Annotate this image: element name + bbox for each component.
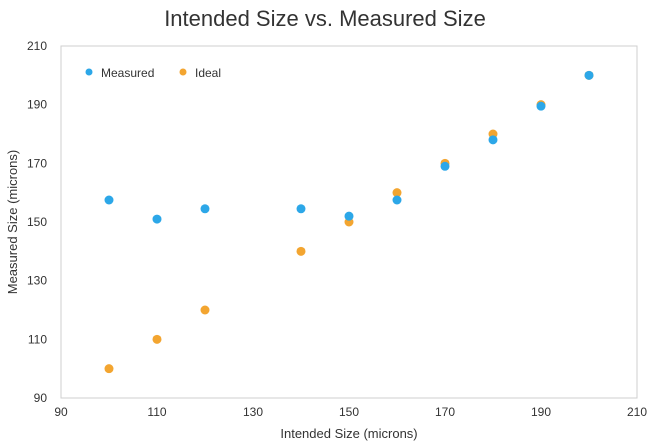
data-points [104, 70, 594, 374]
measured-point [296, 204, 306, 214]
y-tick-label: 210 [27, 39, 47, 53]
y-tick-label: 190 [27, 98, 47, 112]
x-tick-label: 190 [531, 405, 551, 419]
x-tick-label: 90 [54, 405, 68, 419]
x-tick-label: 170 [435, 405, 455, 419]
plot-frame [60, 45, 638, 399]
measured-point [392, 195, 402, 205]
legend-label-ideal: Ideal [195, 66, 221, 80]
y-axis-label: Measured Size (microns) [5, 150, 20, 295]
ideal-point [200, 305, 210, 315]
measured-point [104, 195, 114, 205]
y-tick-label: 170 [27, 156, 47, 170]
measured-point [440, 161, 450, 171]
y-tick-label: 110 [28, 332, 47, 346]
x-tick-label: 110 [147, 405, 166, 419]
measured-point [584, 70, 594, 80]
ideal-point [392, 188, 402, 198]
measured-point [536, 101, 546, 111]
y-tick-label: 90 [34, 391, 48, 405]
ideal-point [152, 334, 162, 344]
chart-title: Intended Size vs. Measured Size [164, 6, 486, 31]
measured-point [344, 211, 354, 221]
measured-point [488, 135, 498, 145]
y-axis-ticks: 90 110 130 150 170 190 210 [27, 39, 47, 405]
ideal-point [104, 364, 114, 374]
ideal-point [296, 246, 306, 256]
y-tick-label: 130 [27, 274, 47, 288]
y-tick-label: 150 [27, 215, 47, 229]
legend-marker-ideal [179, 68, 187, 76]
measured-point [200, 204, 210, 214]
x-tick-label: 210 [627, 405, 647, 419]
x-tick-label: 150 [339, 405, 359, 419]
legend: Measured Ideal [85, 66, 221, 80]
legend-marker-measured [85, 68, 93, 76]
legend-label-measured: Measured [101, 66, 154, 80]
x-tick-label: 130 [243, 405, 263, 419]
measured-point [152, 214, 162, 224]
x-axis-label: Intended Size (microns) [280, 426, 417, 441]
x-axis-ticks: 90 110 130 150 170 190 210 [54, 405, 647, 419]
